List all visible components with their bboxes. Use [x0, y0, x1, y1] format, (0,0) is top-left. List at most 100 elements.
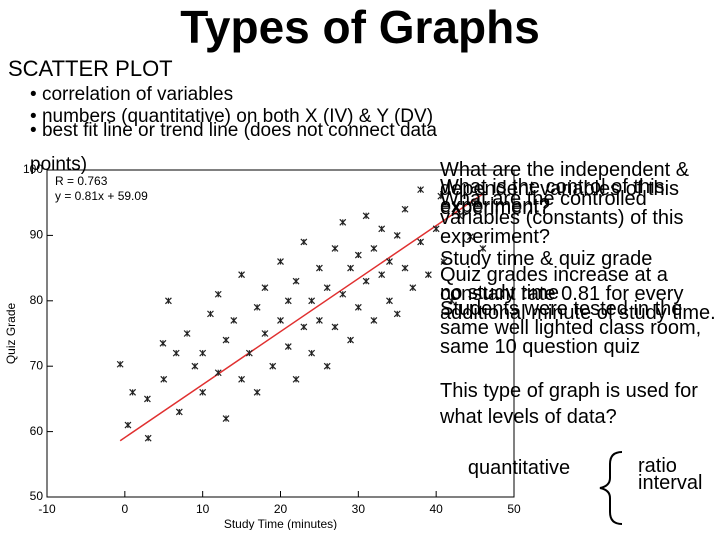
point [253, 303, 261, 311]
point [448, 297, 456, 305]
point [370, 245, 378, 252]
point [378, 225, 386, 233]
point [245, 349, 253, 357]
point [214, 369, 222, 377]
point [143, 395, 151, 403]
point [315, 316, 323, 324]
level-option: interval [638, 472, 703, 494]
x-axis-label: Study Time (minutes) [224, 517, 337, 530]
point [386, 258, 393, 265]
point [393, 310, 401, 318]
question: What are the independent & dependent var… [440, 159, 690, 219]
point [331, 245, 339, 252]
title: Types of Graphs [180, 1, 540, 53]
point [323, 284, 331, 292]
question: What is the control of this experiment? [440, 176, 665, 217]
answer: no study time [440, 282, 559, 304]
point [456, 212, 463, 220]
point [230, 316, 238, 324]
point [277, 316, 284, 324]
point [292, 277, 300, 285]
y-axis-label: Quiz Grade [4, 302, 18, 364]
point [417, 186, 425, 194]
point [339, 218, 347, 226]
point [401, 205, 409, 213]
point [214, 290, 222, 298]
level-kind: quantitative [467, 457, 571, 479]
point [222, 336, 230, 344]
answer: Quiz grades increase at a constant rate … [440, 264, 716, 324]
point [159, 339, 167, 347]
y-tick-label: 90 [30, 228, 44, 242]
point [207, 310, 214, 318]
point [362, 212, 370, 220]
point [354, 303, 362, 311]
point [331, 323, 339, 331]
point [479, 245, 487, 252]
point [370, 316, 378, 324]
y-tick-label: 50 [30, 489, 44, 503]
point [183, 330, 191, 337]
stat-label: y = 0.81x + 59.09 [55, 189, 148, 203]
point [172, 349, 180, 357]
bullet: best fit line or trend line (does not co… [30, 114, 470, 182]
point [261, 330, 269, 337]
point [175, 408, 183, 416]
point [339, 290, 347, 298]
x-tick-label: -10 [38, 502, 56, 516]
point [253, 388, 261, 396]
point [129, 388, 137, 396]
point [292, 375, 300, 383]
point [124, 421, 132, 429]
point [284, 297, 292, 305]
point [261, 284, 269, 292]
point [386, 297, 393, 305]
point [160, 375, 168, 383]
point [362, 277, 370, 285]
answer: Students were tested in the same well li… [440, 298, 702, 358]
point [284, 343, 292, 351]
y-tick-label: 60 [30, 424, 44, 438]
point [347, 264, 354, 272]
x-tick-label: 10 [196, 502, 210, 516]
point [191, 362, 199, 370]
point [440, 258, 448, 265]
x-tick-label: 0 [121, 502, 128, 516]
point [323, 362, 331, 370]
point [269, 362, 277, 370]
x-tick-label: 20 [274, 502, 288, 516]
point [378, 271, 386, 279]
point [417, 238, 425, 246]
answer: Study time & quiz grade [440, 248, 653, 270]
point [432, 225, 440, 233]
point [471, 199, 479, 207]
chart-background [0, 160, 525, 530]
point [393, 231, 401, 239]
point [300, 323, 308, 331]
point [277, 258, 284, 265]
x-tick-label: 30 [352, 502, 366, 516]
point [199, 349, 207, 357]
point [199, 388, 207, 396]
point [222, 415, 230, 422]
point [164, 297, 172, 305]
point [315, 264, 323, 272]
point [144, 434, 152, 442]
point [308, 297, 316, 305]
point [347, 336, 354, 344]
point [238, 271, 246, 279]
y-tick-label: 80 [30, 293, 44, 307]
level-option: ratio [638, 455, 677, 477]
question: This type of graph is used for what leve… [440, 380, 698, 428]
point [437, 192, 445, 200]
trend-line [119, 193, 484, 442]
subtitle: SCATTER PLOT [8, 56, 173, 81]
point [116, 360, 124, 368]
point [308, 349, 316, 357]
x-tick-label: 50 [507, 502, 521, 516]
point [238, 375, 246, 383]
y-tick-label: 70 [30, 358, 44, 372]
point [300, 238, 308, 246]
